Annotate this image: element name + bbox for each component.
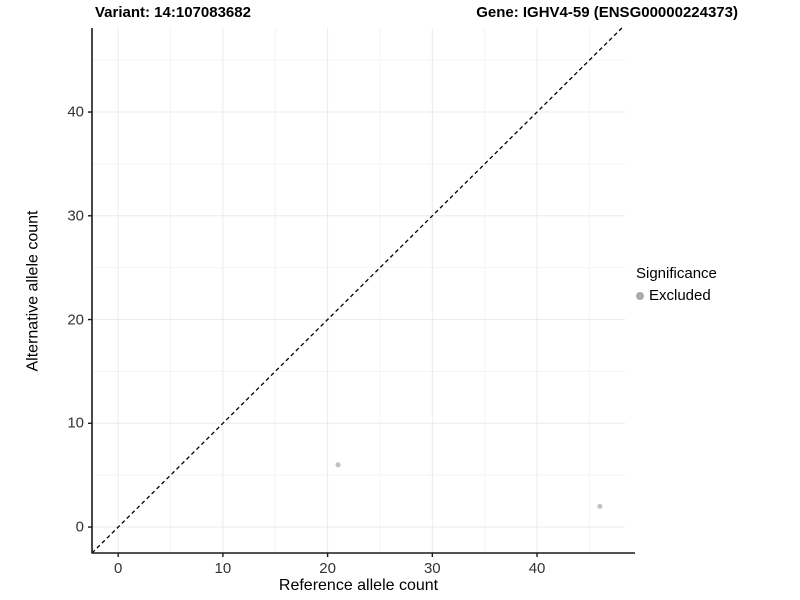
y-tick-label: 0: [75, 518, 84, 536]
x-tick-label: 0: [114, 560, 123, 577]
plot-title-variant: Variant: 14:107083682: [95, 4, 251, 21]
plot-title-gene: Gene: IGHV4-59 (ENSG00000224373): [476, 4, 738, 21]
plot-panel: [92, 28, 625, 553]
x-axis-title: Reference allele count: [278, 577, 439, 594]
y-tick-label: 40: [67, 103, 84, 121]
x-tick-label: 10: [214, 560, 232, 577]
y-axis-title: Alternative allele count: [24, 210, 42, 372]
data-point: [335, 462, 341, 468]
y-tick-label: 30: [67, 207, 84, 225]
y-tick-label: 10: [67, 414, 84, 432]
legend-item-label: Excluded: [649, 287, 711, 304]
x-tick-label: 40: [528, 560, 546, 577]
y-tick-label: 20: [67, 311, 84, 329]
x-tick-label: 30: [423, 560, 441, 577]
data-point: [597, 503, 603, 509]
identity-line: [91, 27, 623, 554]
legend-title: Significance: [636, 265, 717, 282]
x-tick-label: 20: [319, 560, 336, 577]
legend-key-dot-icon: [636, 291, 644, 300]
legend-item-excluded: Excluded: [636, 287, 717, 304]
legend: Significance Excluded: [636, 265, 717, 304]
